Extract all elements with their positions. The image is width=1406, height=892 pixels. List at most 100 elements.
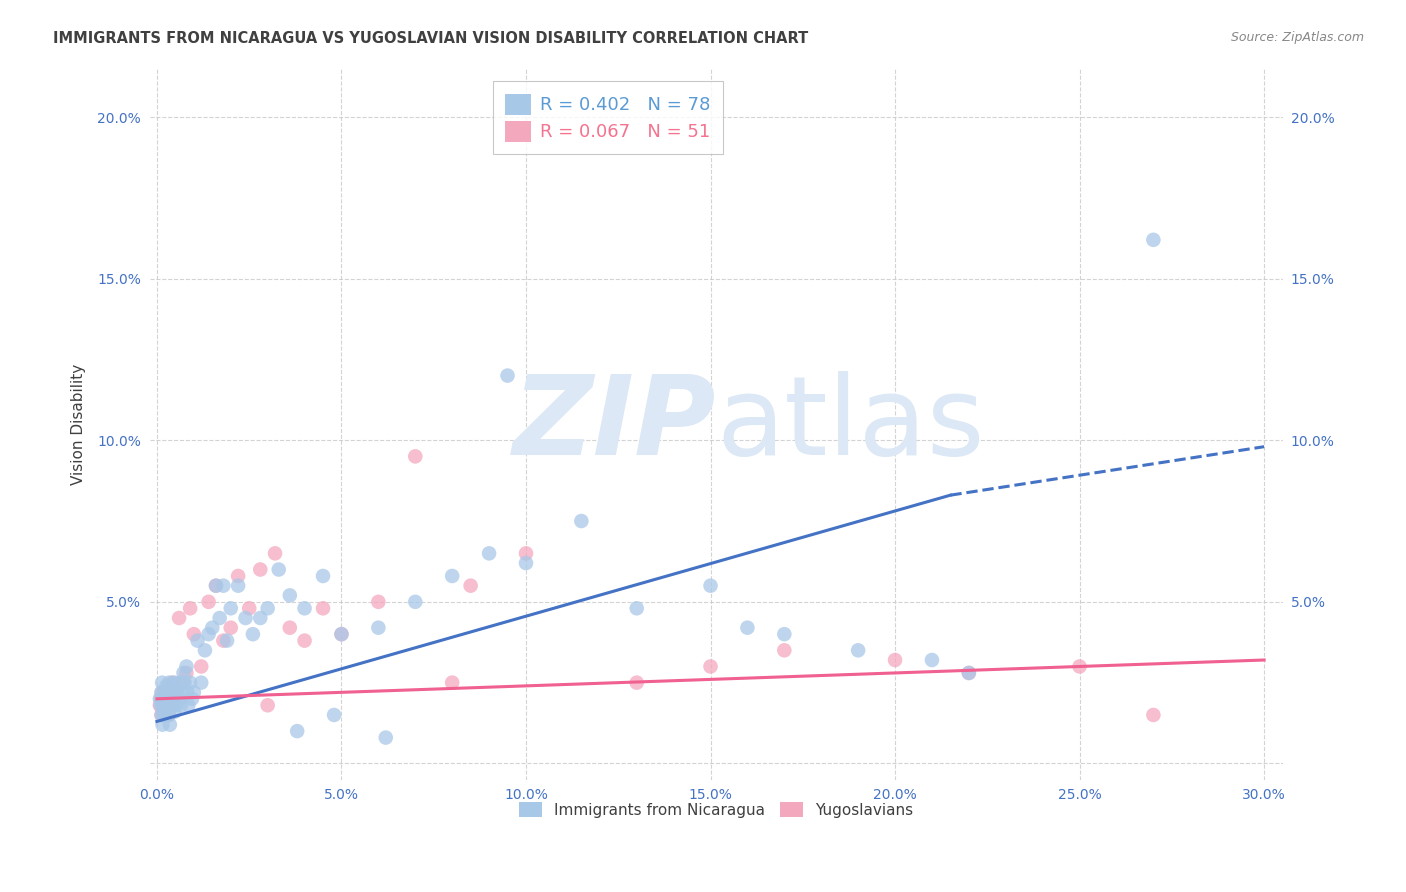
Point <box>367 595 389 609</box>
Point <box>163 675 186 690</box>
Point <box>569 514 592 528</box>
Point <box>267 562 290 576</box>
Point <box>160 698 183 713</box>
Point <box>173 665 195 680</box>
Point <box>773 643 796 657</box>
Point <box>496 368 519 383</box>
Point <box>1142 233 1164 247</box>
Point <box>219 601 242 615</box>
Point <box>172 685 194 699</box>
Point <box>157 708 180 723</box>
Legend: Immigrants from Nicaragua, Yugoslavians: Immigrants from Nicaragua, Yugoslavians <box>510 794 921 825</box>
Point <box>173 675 195 690</box>
Point <box>149 698 172 713</box>
Point <box>441 569 464 583</box>
Text: atlas: atlas <box>716 370 984 477</box>
Point <box>219 621 242 635</box>
Point <box>294 601 316 615</box>
Point <box>165 698 187 713</box>
Point <box>404 595 426 609</box>
Point <box>152 698 174 713</box>
Point <box>152 705 174 719</box>
Point <box>155 708 177 723</box>
Point <box>264 546 287 560</box>
Point <box>169 691 191 706</box>
Point <box>699 659 721 673</box>
Point <box>404 450 426 464</box>
Point <box>737 621 759 635</box>
Point <box>846 643 869 657</box>
Point <box>190 659 212 673</box>
Point <box>153 698 176 713</box>
Y-axis label: Vision Disability: Vision Disability <box>72 363 86 484</box>
Point <box>285 724 308 739</box>
Point <box>150 685 173 699</box>
Point <box>153 698 176 713</box>
Point <box>156 698 179 713</box>
Point <box>153 685 176 699</box>
Point <box>165 685 187 699</box>
Point <box>330 627 353 641</box>
Point <box>181 691 204 706</box>
Point <box>330 627 353 641</box>
Point <box>179 601 201 615</box>
Point <box>235 611 257 625</box>
Point <box>163 705 186 719</box>
Point <box>162 691 184 706</box>
Point <box>294 633 316 648</box>
Point <box>155 705 177 719</box>
Point <box>152 691 174 706</box>
Point <box>441 675 464 690</box>
Point <box>159 691 181 706</box>
Point <box>215 633 238 648</box>
Point <box>374 731 396 745</box>
Point <box>152 691 174 706</box>
Point <box>249 611 271 625</box>
Point <box>153 685 176 699</box>
Point <box>155 685 177 699</box>
Point <box>160 685 183 699</box>
Point <box>256 698 278 713</box>
Point <box>183 627 205 641</box>
Point <box>149 691 172 706</box>
Point <box>921 653 943 667</box>
Point <box>160 685 183 699</box>
Point <box>167 611 190 625</box>
Point <box>150 675 173 690</box>
Point <box>212 633 235 648</box>
Text: IMMIGRANTS FROM NICARAGUA VS YUGOSLAVIAN VISION DISABILITY CORRELATION CHART: IMMIGRANTS FROM NICARAGUA VS YUGOSLAVIAN… <box>53 31 808 46</box>
Point <box>152 717 174 731</box>
Point <box>177 698 200 713</box>
Point <box>1069 659 1091 673</box>
Point <box>170 698 193 713</box>
Point <box>626 675 648 690</box>
Point <box>152 708 174 723</box>
Point <box>186 633 208 648</box>
Point <box>367 621 389 635</box>
Point <box>238 601 260 615</box>
Point <box>205 579 228 593</box>
Point <box>312 569 335 583</box>
Point <box>159 698 181 713</box>
Point <box>256 601 278 615</box>
Point <box>226 569 249 583</box>
Point <box>162 691 184 706</box>
Point <box>183 685 205 699</box>
Point <box>197 627 219 641</box>
Point <box>157 708 180 723</box>
Point <box>159 717 181 731</box>
Point <box>1142 708 1164 723</box>
Point <box>162 698 184 713</box>
Point <box>957 665 980 680</box>
Point <box>884 653 907 667</box>
Point <box>201 621 224 635</box>
Point <box>212 579 235 593</box>
Point <box>157 675 180 690</box>
Text: Source: ZipAtlas.com: Source: ZipAtlas.com <box>1230 31 1364 45</box>
Point <box>226 579 249 593</box>
Point <box>149 691 172 706</box>
Point <box>155 679 177 693</box>
Point <box>176 665 198 680</box>
Text: ZIP: ZIP <box>513 370 716 477</box>
Point <box>156 691 179 706</box>
